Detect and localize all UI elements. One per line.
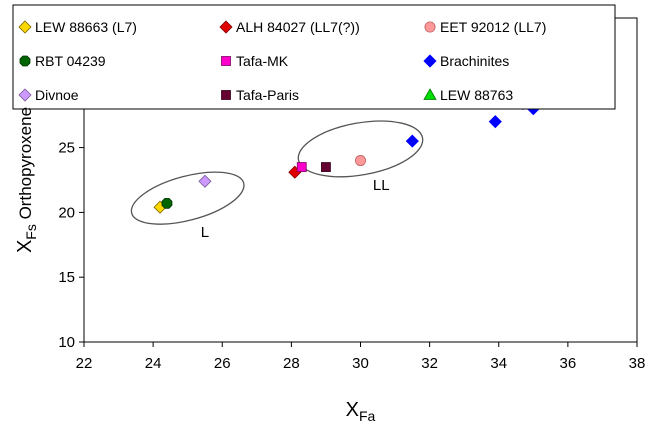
legend-label: LEW 88763 [440,87,513,103]
legend-label: Divnoe [35,87,79,103]
data-point [161,197,173,209]
legend-marker [19,55,31,67]
legend: LEW 88663 (L7) ALH 84027 (LL7(?)) EET 9201… [12,4,616,110]
legend-label: RBT 04239 [35,53,106,69]
y-tick-label: 10 [58,334,75,351]
legend-marker [219,20,233,34]
legend-label: Tafa-Paris [236,87,299,103]
x-tick-label: 34 [490,355,507,372]
data-point [296,162,307,172]
group-annotations: LLL [201,177,390,241]
ellipse-ll-group [297,120,424,178]
x-tick-label: 24 [145,355,162,372]
group-label: LL [373,177,390,194]
data-point [405,134,419,148]
data-point [488,115,502,129]
data-point [321,162,331,172]
x-tick-label: 30 [352,355,369,372]
legend-label: ALH 84027 (LL7(?)) [236,19,360,35]
legend-marker [423,54,437,68]
legend-marker [18,20,32,34]
legend-box [12,4,616,110]
x-tick-label: 26 [214,355,231,372]
legend-marker [18,88,32,102]
data-point [354,155,366,167]
x-tick-label: 36 [560,355,577,372]
x-tick-label: 22 [76,355,93,372]
legend-marker [221,90,231,100]
y-axis-title: XFs Orthopyroxene [14,107,39,253]
y-tick-label: 15 [58,269,75,286]
y-tick-label: 25 [58,140,75,157]
legend-marker [423,88,437,100]
y-tick-label: 20 [58,204,75,221]
x-tick-label: 28 [283,355,300,372]
axes: 2224262830323436381015202530 [58,17,646,372]
legend-marker [221,56,231,66]
legend-label: EET 92012 (LL7) [440,19,546,35]
x-axis-title: XFa [346,399,376,422]
axis-titles: XFa XFs Orthopyroxene [14,107,376,422]
data-point [198,174,212,188]
x-tick-label: 38 [629,355,646,372]
legend-label: Brachinites [440,53,509,69]
x-tick-label: 32 [421,355,438,372]
legend-label: LEW 88663 (L7) [35,19,137,35]
legend-marker [424,21,436,33]
legend-label: Tafa-MK [236,53,289,69]
group-label: L [201,224,209,241]
